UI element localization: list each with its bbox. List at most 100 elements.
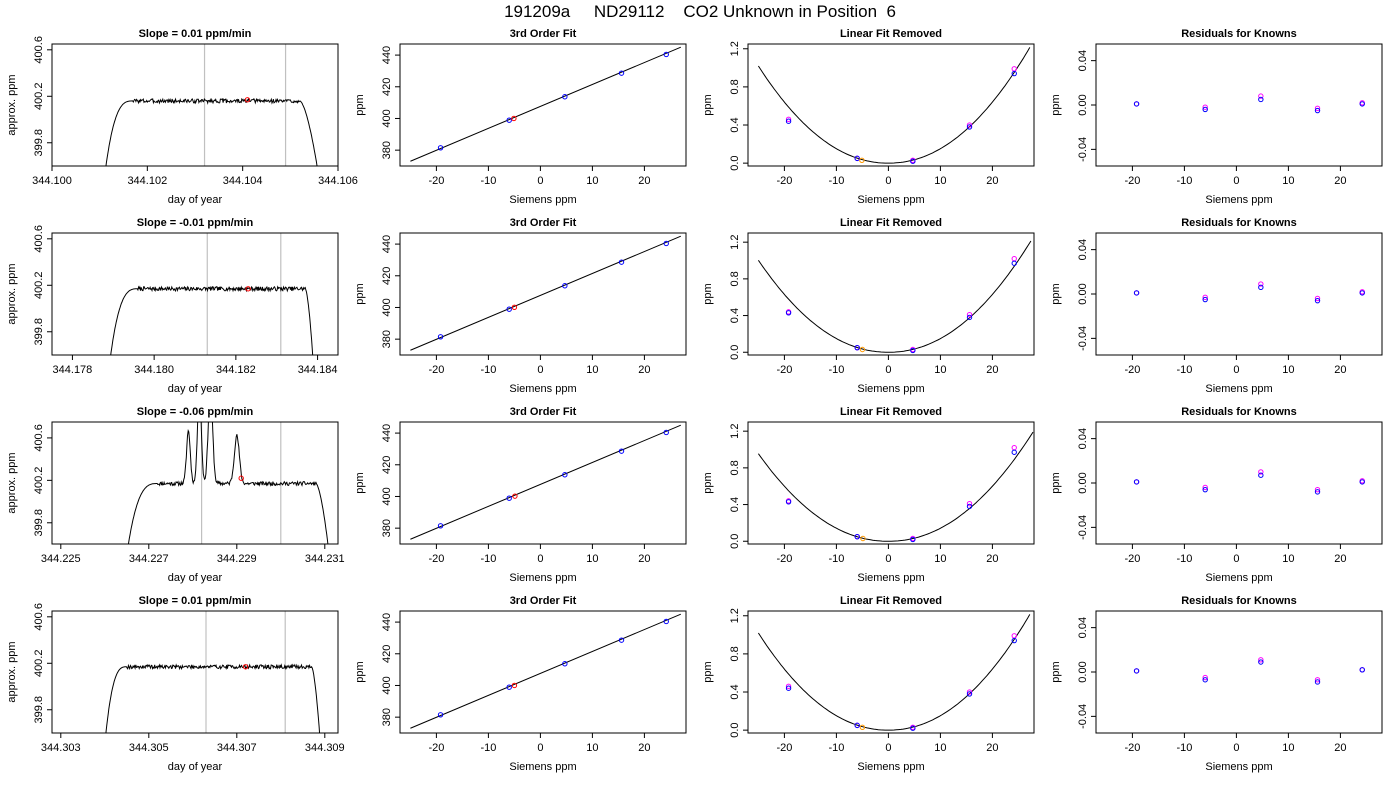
known-point-alt xyxy=(966,122,973,128)
y-tick-label: 400.6 xyxy=(33,36,45,64)
x-tick-label: 0 xyxy=(885,364,891,376)
x-axis-label: day of year xyxy=(168,572,223,584)
x-tick-label: 20 xyxy=(986,175,998,187)
y-tick-label: 1.2 xyxy=(729,41,741,56)
x-tick-label: -10 xyxy=(480,742,496,754)
panel-title: Residuals for Knowns xyxy=(1181,217,1297,229)
unknown-point xyxy=(860,535,866,542)
plot-box xyxy=(51,43,339,167)
panel-1-2: Linear Fit Removed Siemens ppm ppm -20 -10 0 1… xyxy=(702,217,1035,395)
y-axis-label: ppm xyxy=(1050,283,1062,304)
known-point xyxy=(1133,479,1140,485)
known-point xyxy=(1359,101,1365,107)
panel-title: 3rd Order Fit xyxy=(510,217,577,229)
known-point xyxy=(506,684,512,690)
plot-area xyxy=(1133,657,1365,685)
known-point-alt xyxy=(1314,105,1321,112)
known-point xyxy=(966,691,973,697)
known-point xyxy=(1011,70,1017,77)
x-axis-label: Siemens ppm xyxy=(857,383,924,395)
panel-2-0: Slope = -0.06 ppm/min day of year approx. … xyxy=(6,406,345,584)
panel-title: Residuals for Knowns xyxy=(1181,595,1297,607)
y-tick-label: 420 xyxy=(381,645,393,663)
known-point xyxy=(1133,290,1140,296)
x-tick-label: 344.303 xyxy=(41,742,81,754)
y-tick-label: 420 xyxy=(381,456,393,474)
x-tick-label: 0 xyxy=(537,742,543,754)
y-tick-label: -0.04 xyxy=(1077,326,1089,351)
panel-0-0: Slope = 0.01 ppm/min day of year approx. p… xyxy=(6,28,358,206)
known-point xyxy=(663,240,669,247)
x-tick-label: 0 xyxy=(537,175,543,187)
y-tick-label: -0.04 xyxy=(1077,704,1089,729)
known-point-alt xyxy=(1011,66,1017,72)
plot-area xyxy=(127,422,329,544)
panel-3-3: Residuals for Knowns Siemens ppm ppm -20 -10… xyxy=(1050,595,1383,773)
x-tick-label: 344.100 xyxy=(32,175,72,187)
known-point-alt xyxy=(1202,674,1208,681)
y-tick-label: 0.00 xyxy=(1077,472,1089,493)
x-tick-label: 344.229 xyxy=(217,553,257,565)
plot-box xyxy=(747,43,1035,167)
panel-title: Slope = -0.01 ppm/min xyxy=(137,217,254,229)
plot-area xyxy=(410,235,681,351)
unknown-point xyxy=(511,682,518,689)
unknown-point xyxy=(512,493,518,499)
panel-title: Residuals for Knowns xyxy=(1181,406,1297,418)
known-point-alt xyxy=(1258,93,1264,99)
panel-3-2: Linear Fit Removed Siemens ppm ppm -20 -10 0 1… xyxy=(702,595,1035,773)
y-tick-label: 440 xyxy=(381,46,393,64)
x-tick-label: 10 xyxy=(1282,175,1294,187)
known-point xyxy=(1202,677,1208,683)
x-axis-label: day of year xyxy=(168,761,223,773)
x-tick-label: 10 xyxy=(1282,553,1294,565)
known-point-alt xyxy=(966,500,973,507)
y-tick-label: 0.0 xyxy=(729,345,741,360)
y-tick-label: 399.8 xyxy=(33,696,45,724)
signal-trace xyxy=(110,285,314,355)
x-tick-label: -10 xyxy=(480,364,496,376)
panel-title: Slope = 0.01 ppm/min xyxy=(139,28,252,40)
known-point xyxy=(618,259,625,265)
y-tick-label: 399.8 xyxy=(33,318,45,346)
x-tick-label: 20 xyxy=(638,553,650,565)
y-tick-label: 0.8 xyxy=(729,271,741,286)
average-marker xyxy=(244,97,251,103)
panel-2-1: 3rd Order Fit Siemens ppm ppm -20 -10 0 10 20 38… xyxy=(354,406,687,584)
y-tick-label: 0.4 xyxy=(729,684,741,699)
plot-box xyxy=(51,610,339,734)
plot-area xyxy=(1133,281,1365,304)
plot-area xyxy=(110,285,314,355)
known-point-alt xyxy=(785,116,792,122)
panel-title: Linear Fit Removed xyxy=(840,406,942,418)
y-tick-label: 440 xyxy=(381,424,393,442)
x-tick-label: 20 xyxy=(638,175,650,187)
known-point xyxy=(785,685,792,691)
x-tick-label: 0 xyxy=(537,364,543,376)
known-point-alt xyxy=(1258,657,1264,663)
known-point xyxy=(1359,667,1365,673)
x-tick-label: -20 xyxy=(776,553,792,565)
x-tick-label: 10 xyxy=(586,742,598,754)
known-point xyxy=(663,618,669,625)
plot-area xyxy=(105,97,318,166)
x-axis-label: Siemens ppm xyxy=(509,761,576,773)
panel-title: Slope = 0.01 ppm/min xyxy=(139,595,252,607)
y-tick-label: 400.6 xyxy=(33,603,45,631)
y-axis-label: ppm xyxy=(1050,661,1062,682)
x-tick-label: -10 xyxy=(828,364,844,376)
panel-1-3: Residuals for Knowns Siemens ppm ppm -20 -10… xyxy=(1050,217,1383,395)
y-tick-label: 400.2 xyxy=(33,650,45,678)
panel-0-1: 3rd Order Fit Siemens ppm ppm -20 -10 0 10 20 38… xyxy=(354,28,687,206)
x-tick-label: 20 xyxy=(1334,364,1346,376)
known-point-alt xyxy=(1011,444,1017,451)
plot-box xyxy=(51,421,339,545)
average-marker xyxy=(238,475,244,481)
known-point xyxy=(1258,472,1264,478)
y-tick-label: 0.00 xyxy=(1077,661,1089,682)
known-point-alt xyxy=(1258,469,1264,475)
x-tick-label: -20 xyxy=(776,364,792,376)
x-tick-label: -20 xyxy=(1124,364,1140,376)
plot-box xyxy=(399,43,687,167)
x-tick-label: 344.227 xyxy=(129,553,169,565)
